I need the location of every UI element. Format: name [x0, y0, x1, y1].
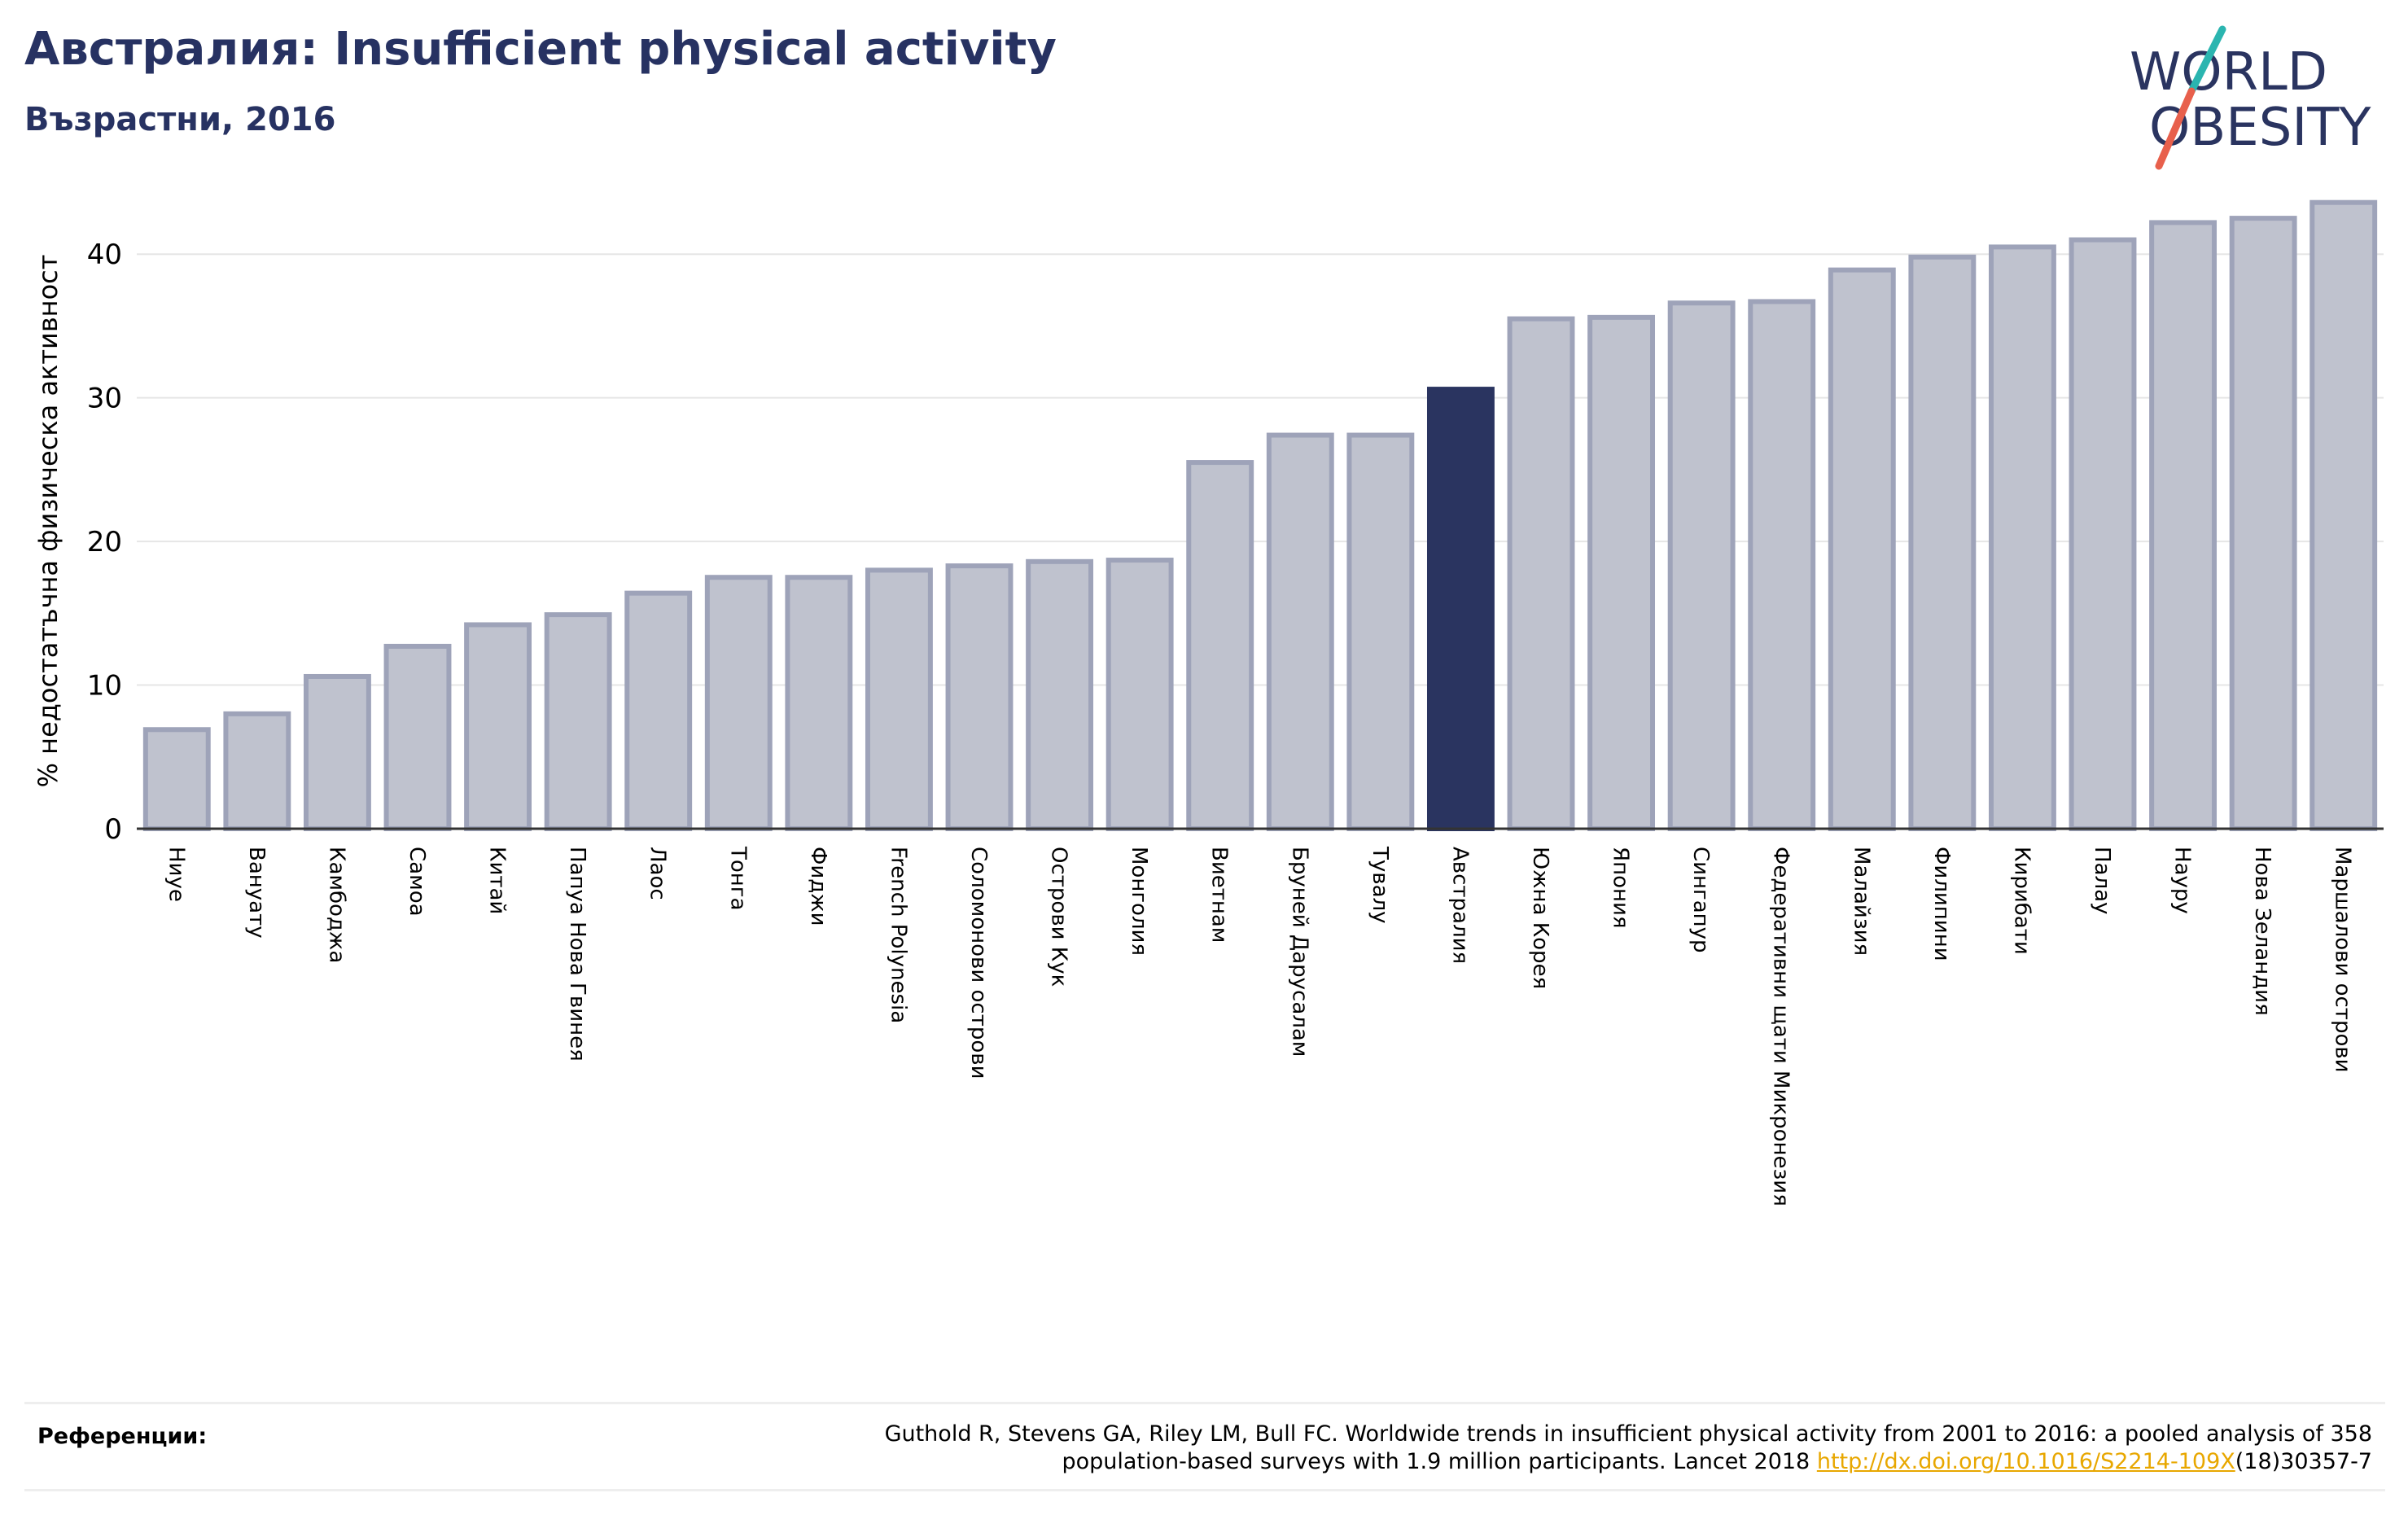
- x-tick-label: Острови Кук: [1047, 847, 1071, 987]
- bar-9: [865, 567, 933, 832]
- logo-line1: WORLD: [2130, 42, 2327, 103]
- x-tick-label: Малайзия: [1849, 847, 1873, 956]
- logo-slash-top: [2187, 25, 2226, 95]
- logo-slash-bottom: [2155, 87, 2196, 170]
- x-tick-label: Науру: [2170, 847, 2195, 914]
- reference-line-2-end: (18)30357-7: [2235, 1449, 2372, 1474]
- x-tick-label: Вануату: [244, 847, 269, 939]
- doi-link[interactable]: http://dx.doi.org/10.1016/S2214-109X: [1816, 1449, 2235, 1474]
- references-label: Референции:: [37, 1424, 208, 1449]
- bar-6: [624, 590, 693, 831]
- x-tick-label: Камбоджа: [324, 847, 348, 963]
- bar-26: [2229, 216, 2297, 832]
- bar-15: [1346, 432, 1415, 831]
- reference-line-2: population-based surveys with 1.9 millio…: [581, 1448, 2372, 1476]
- x-tick-label: Монголия: [1127, 847, 1151, 956]
- x-tick-label: Маршалови острови: [2331, 847, 2355, 1073]
- bars: [142, 199, 2378, 832]
- bar-11: [1026, 558, 1094, 832]
- bar-4: [464, 622, 532, 832]
- world-obesity-logo: WORLD OBESITY: [2130, 25, 2371, 170]
- reference-line-1: Guthold R, Stevens GA, Riley LM, Bull FC…: [884, 1421, 2372, 1447]
- bar-16: [1426, 387, 1495, 831]
- bar-13: [1186, 460, 1254, 831]
- x-tick-label: Папуа Нова Гвинея: [565, 847, 589, 1062]
- chart-title: Австралия: Insufficient physical activit…: [24, 23, 1057, 76]
- bar-18: [1587, 314, 1656, 831]
- bar-1: [223, 711, 291, 831]
- x-tick-label: Южна Корея: [1528, 847, 1552, 989]
- bar-12: [1105, 558, 1174, 831]
- bar-20: [1748, 299, 1816, 831]
- bar-17: [1507, 316, 1575, 832]
- x-tick-label: Кирибати: [2009, 847, 2034, 955]
- x-tick-label: Самоа: [405, 847, 429, 917]
- chart-subtitle: Възрастни, 2016: [24, 101, 336, 138]
- x-tick-label: Ниуе: [164, 847, 188, 902]
- bar-0: [142, 727, 211, 832]
- x-tick-label: French Polynesia: [886, 847, 910, 1023]
- bar-27: [2309, 199, 2378, 832]
- axes: 0 10 20 30 40 Ниуе Вануату Камбоджа Самоа Китай Па…: [87, 239, 2384, 1206]
- y-axis-label: % недостатъчна физическа активност: [33, 255, 63, 788]
- x-tick-label: Бруней Дарусалам: [1287, 847, 1311, 1057]
- bar-2: [303, 673, 371, 831]
- x-tick-label: Соломонови острови: [966, 847, 991, 1079]
- bar-22: [1908, 254, 1977, 831]
- bar-8: [785, 575, 853, 831]
- x-tick-label: Филипини: [1929, 847, 1954, 961]
- bar-21: [1828, 267, 1896, 831]
- x-tick-label: Виетнам: [1207, 847, 1232, 943]
- y-tick-label: 0: [104, 813, 122, 846]
- x-tick-label: Япония: [1609, 847, 1633, 929]
- references-box: Референции: Guthold R, Stevens GA, Riley…: [24, 1402, 2385, 1491]
- bar-23: [1988, 244, 2056, 831]
- y-tick-label: 20: [87, 526, 122, 558]
- x-tick-label: Лаос: [646, 847, 670, 900]
- x-tick-label: Тонга: [725, 846, 750, 910]
- bar-24: [2069, 237, 2137, 832]
- x-tick-label: Австралия: [1447, 847, 1472, 964]
- y-tick-label: 40: [87, 239, 122, 271]
- x-tick-label: Фиджи: [806, 847, 830, 926]
- bar-7: [704, 575, 773, 831]
- bar-25: [2149, 220, 2218, 832]
- y-tick-label: 30: [87, 383, 122, 415]
- x-tick-label: Федеративни щати Микронезия: [1769, 847, 1793, 1206]
- references-text: Guthold R, Stevens GA, Riley LM, Bull FC…: [581, 1421, 2372, 1476]
- bar-10: [945, 563, 1014, 832]
- y-tick-label: 10: [87, 670, 122, 703]
- x-tick-label: Китай: [485, 847, 510, 914]
- x-tick-label: Палау: [2090, 847, 2114, 914]
- x-tick-label: Нова Зеландия: [2250, 847, 2274, 1016]
- bar-5: [544, 612, 612, 831]
- reference-line-2-start: population-based surveys with 1.9 millio…: [1062, 1449, 1817, 1474]
- bar-3: [383, 643, 452, 831]
- x-tick-label: Сингапур: [1688, 847, 1713, 953]
- bar-19: [1667, 300, 1736, 832]
- x-tick-label: Тувалу: [1368, 846, 1392, 924]
- bar-14: [1266, 432, 1334, 831]
- bar-chart: 0 10 20 30 40 Ниуе Вануату Камбоджа Самоа Китай Па…: [33, 199, 2384, 1206]
